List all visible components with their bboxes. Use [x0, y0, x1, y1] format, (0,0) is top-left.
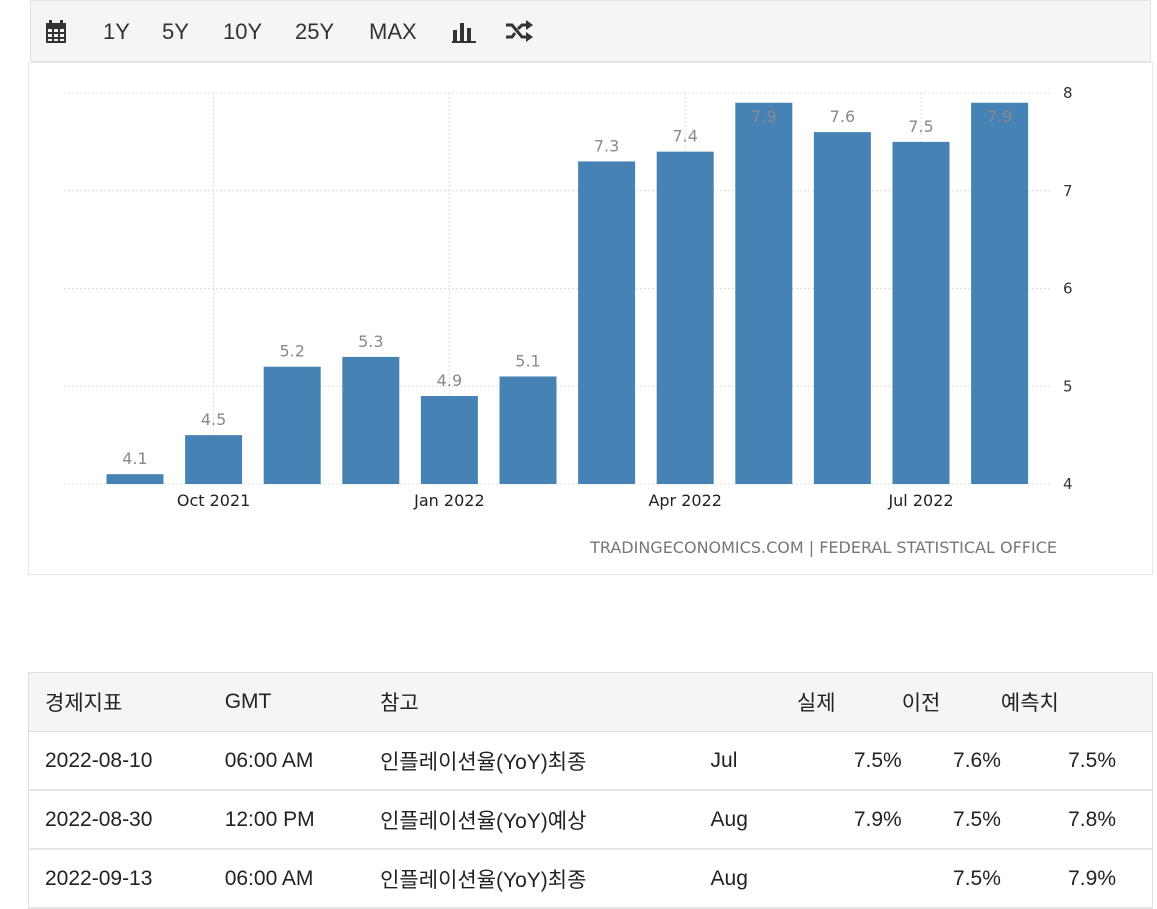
cell-time: 06:00 AM — [224, 849, 381, 909]
y-tick-label: 4 — [1063, 475, 1073, 493]
y-tick-label: 6 — [1063, 280, 1073, 298]
cell-actual: 7.5% — [796, 731, 902, 791]
range-1y-button[interactable]: 1Y — [103, 19, 130, 44]
bar-value-label: 5.3 — [358, 332, 383, 351]
cell-forecast: 7.8% — [1000, 790, 1153, 850]
cell-date: 2022-08-30 — [27, 790, 225, 850]
bar — [971, 102, 1029, 485]
bar-value-label: 7.9 — [751, 107, 776, 126]
bar — [342, 356, 400, 484]
bar-value-label: 4.5 — [201, 410, 226, 429]
calendar-icon[interactable] — [45, 15, 67, 49]
header-actual: 실제 — [796, 672, 902, 732]
cell-forecast: 7.9% — [1000, 849, 1153, 909]
bar-chart: 4 5 6 7 8 Oct 2021 Jan 2022 Apr 2022 Jul 2022 4.1… — [64, 84, 1073, 557]
bar — [106, 474, 164, 484]
range-25y-button[interactable]: 25Y — [295, 19, 335, 44]
table-row[interactable]: 2022-08-10 06:00 AM 인플레이션율(YoY)최종 Jul 7.… — [27, 731, 1153, 791]
header-reference: 참고 — [380, 672, 711, 732]
header-period — [710, 672, 797, 732]
cell-period: Aug — [710, 849, 797, 909]
cell-actual — [796, 849, 902, 909]
header-forecast: 예측치 — [1000, 672, 1153, 732]
bar — [420, 396, 478, 484]
cell-event[interactable]: 인플레이션율(YoY)최종 — [380, 731, 711, 791]
bar-value-label: 7.3 — [594, 136, 619, 155]
cell-event[interactable]: 인플레이션율(YoY)최종 — [380, 849, 711, 909]
header-previous: 이전 — [901, 672, 1001, 732]
source-credit: TRADINGECONOMICS.COM | FEDERAL STATISTIC… — [589, 538, 1057, 557]
shuffle-icon[interactable] — [505, 15, 533, 49]
cell-date: 2022-09-13 — [27, 849, 225, 909]
cell-event[interactable]: 인플레이션율(YoY)예상 — [380, 790, 711, 850]
cell-period: Aug — [710, 790, 797, 850]
bar — [656, 151, 714, 484]
bar-value-label: 4.1 — [122, 449, 147, 468]
range-5y-button[interactable]: 5Y — [162, 19, 189, 44]
cell-time: 12:00 PM — [224, 790, 381, 850]
chart-panel: 4 5 6 7 8 Oct 2021 Jan 2022 Apr 2022 Jul 2022 4.1… — [28, 62, 1153, 575]
chart-toolbar: 1Y 5Y 10Y 25Y MAX — [30, 0, 1151, 62]
y-tick-label: 8 — [1063, 84, 1073, 102]
cell-period: Jul — [710, 731, 797, 791]
range-max-button[interactable]: MAX — [369, 19, 417, 44]
cell-actual: 7.9% — [796, 790, 902, 850]
bar-value-label: 4.9 — [437, 371, 462, 390]
bar-value-label: 7.5 — [908, 117, 933, 136]
x-tick-label: Jan 2022 — [413, 491, 484, 510]
bar — [892, 141, 950, 484]
economic-calendar-table: 경제지표 GMT 참고 실제 이전 예측치 2022-08-10 06:00 A… — [27, 672, 1153, 909]
bar — [813, 132, 871, 484]
bar-chart-icon[interactable] — [452, 15, 476, 49]
bar — [735, 102, 793, 485]
cell-previous: 7.6% — [901, 731, 1001, 791]
cell-previous: 7.5% — [901, 790, 1001, 850]
x-tick-label: Jul 2022 — [887, 491, 953, 510]
y-tick-label: 7 — [1063, 182, 1073, 200]
cell-date: 2022-08-10 — [27, 731, 225, 791]
bar-value-label: 7.9 — [987, 107, 1012, 126]
table-row[interactable]: 2022-08-30 12:00 PM 인플레이션율(YoY)예상 Aug 7.… — [27, 790, 1153, 850]
bar-value-label: 7.4 — [672, 127, 697, 146]
y-tick-label: 5 — [1063, 377, 1073, 395]
header-indicator: 경제지표 — [27, 672, 225, 732]
bar — [578, 161, 636, 485]
x-tick-label: Oct 2021 — [177, 491, 250, 510]
cell-time: 06:00 AM — [224, 731, 381, 791]
bar-value-label: 5.1 — [515, 351, 540, 370]
bar-value-label: 5.2 — [279, 342, 304, 361]
x-tick-label: Apr 2022 — [648, 491, 721, 510]
cell-previous: 7.5% — [901, 849, 1001, 909]
header-gmt: GMT — [224, 672, 381, 732]
table-header-row: 경제지표 GMT 참고 실제 이전 예측치 — [27, 672, 1153, 732]
bar — [263, 366, 321, 484]
bar-value-label: 7.6 — [830, 107, 855, 126]
bar — [499, 376, 557, 484]
range-10y-button[interactable]: 10Y — [223, 19, 263, 44]
bar — [185, 435, 243, 484]
table-row[interactable]: 2022-09-13 06:00 AM 인플레이션율(YoY)최종 Aug 7.… — [27, 849, 1153, 909]
cell-forecast: 7.5% — [1000, 731, 1153, 791]
